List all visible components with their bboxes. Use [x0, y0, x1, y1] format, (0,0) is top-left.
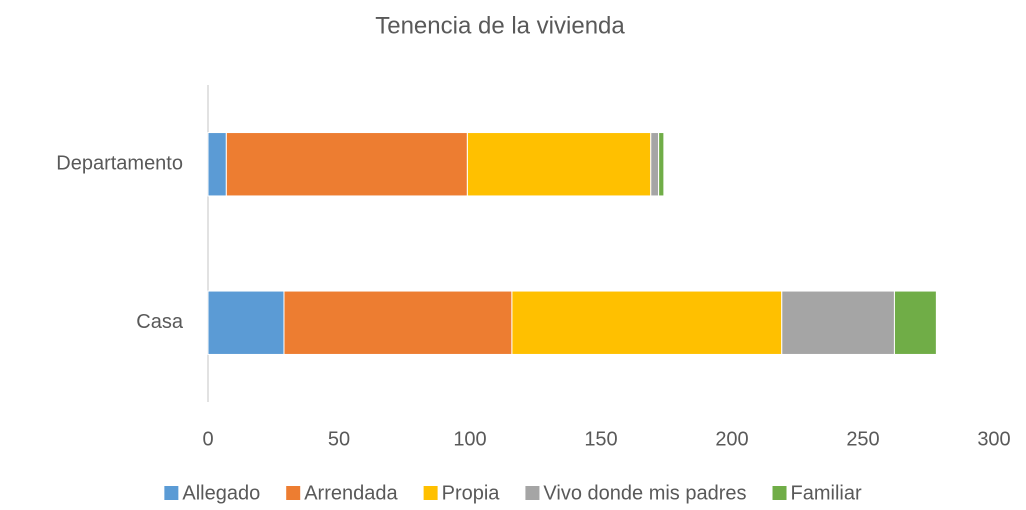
y-tick-label: Departamento — [56, 153, 183, 175]
x-tick-label: 50 — [328, 428, 350, 450]
bar-segment — [466, 132, 652, 197]
bar-segment — [207, 290, 285, 355]
bar-segment — [658, 132, 665, 197]
bar-segment — [207, 132, 227, 197]
x-tick-label: 150 — [584, 428, 617, 450]
legend-swatch — [423, 486, 438, 500]
x-tick-label: 0 — [202, 428, 213, 450]
x-tick-label: 100 — [453, 428, 486, 450]
legend-swatch — [286, 486, 301, 500]
legend-label: Vivo donde mis padres — [543, 482, 746, 504]
legend-label: Propia — [442, 482, 501, 504]
legend-label: Familiar — [791, 482, 862, 504]
bar-segment — [781, 290, 895, 355]
legend-swatch — [164, 486, 179, 500]
bar-segment — [283, 290, 513, 355]
x-tick-label: 250 — [846, 428, 879, 450]
y-tick-label: Casa — [136, 311, 184, 333]
x-tick-label: 200 — [715, 428, 748, 450]
bar-segment — [650, 132, 660, 197]
chart-title: Tenencia de la vivienda — [375, 12, 625, 39]
bar-segment — [225, 132, 468, 197]
x-tick-label: 300 — [977, 428, 1010, 450]
legend-swatch — [772, 486, 787, 500]
legend-swatch — [525, 486, 540, 500]
legend-label: Arrendada — [304, 482, 398, 504]
bar-segment — [511, 290, 783, 355]
legend-label: Allegado — [182, 482, 260, 504]
bar-segment — [893, 290, 937, 355]
